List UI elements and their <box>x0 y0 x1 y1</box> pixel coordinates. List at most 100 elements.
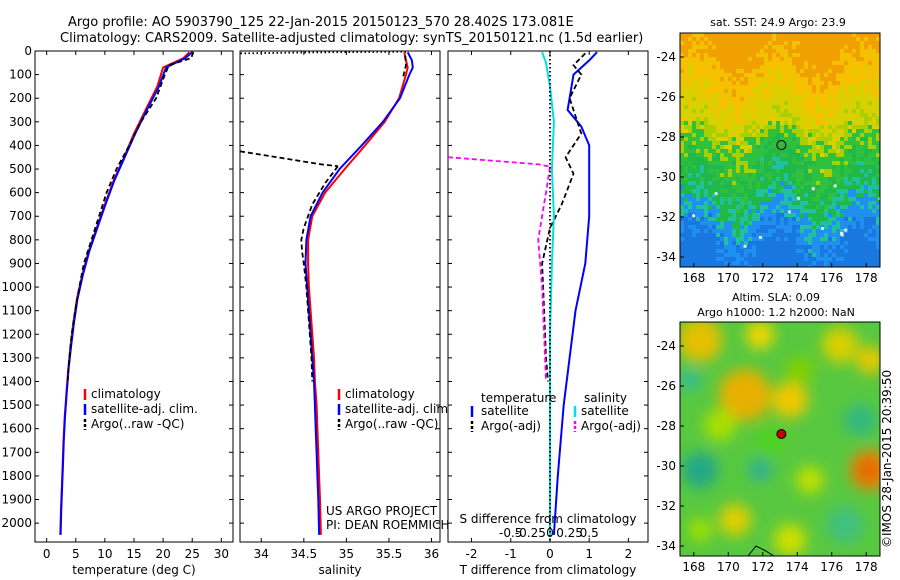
map-cell <box>860 185 865 190</box>
map-cell <box>840 53 845 58</box>
map-cell <box>836 137 841 142</box>
x-tick-label: 35 <box>339 547 354 561</box>
map-cell <box>844 33 849 38</box>
map-cell <box>748 261 753 266</box>
map-cell <box>772 113 777 118</box>
map-cell <box>836 205 841 210</box>
map-cell <box>752 197 757 202</box>
map-cell <box>864 121 869 126</box>
map-cell <box>772 141 777 146</box>
map-cell <box>708 261 713 266</box>
map-cell <box>740 125 745 130</box>
map-cell <box>696 129 701 134</box>
map-cell <box>736 101 741 106</box>
map-cell <box>860 189 865 194</box>
map-cell <box>688 217 693 222</box>
map-cell <box>836 181 841 186</box>
map-cell <box>708 205 713 210</box>
map-cell <box>836 225 841 230</box>
map-cell <box>860 181 865 186</box>
map-cell <box>784 41 789 46</box>
map-cell <box>768 169 773 174</box>
map-cell <box>844 49 849 54</box>
map-cell <box>772 125 777 130</box>
map-cell <box>840 193 845 198</box>
map-cell <box>724 65 729 70</box>
map-cell <box>872 217 877 222</box>
map-cell <box>836 161 841 166</box>
map-cell <box>708 45 713 50</box>
map-cell <box>844 121 849 126</box>
map-cell <box>864 257 869 262</box>
map-cell <box>852 193 857 198</box>
map-cell <box>700 97 705 102</box>
map-cell <box>792 241 797 246</box>
map-cell <box>708 189 713 194</box>
map-cell <box>756 69 761 74</box>
map-cell <box>728 205 733 210</box>
map-cell <box>856 93 861 98</box>
map-cell <box>812 85 817 90</box>
map-cell <box>780 117 785 122</box>
map-cell <box>684 161 689 166</box>
map-cell <box>696 77 701 82</box>
map-cell <box>808 49 813 54</box>
map-cell <box>812 185 817 190</box>
map-cell <box>748 137 753 142</box>
map-cell <box>840 137 845 142</box>
map-cell <box>708 129 713 134</box>
map-cell <box>716 161 721 166</box>
map-cell <box>748 189 753 194</box>
map-cell <box>848 65 853 70</box>
map-cell <box>776 237 781 242</box>
map-cell <box>776 265 781 267</box>
map-cell <box>756 173 761 178</box>
map-cell <box>712 93 717 98</box>
map-cell <box>744 249 749 254</box>
map-cell <box>840 93 845 98</box>
map-cell <box>688 177 693 182</box>
map-cell <box>744 89 749 94</box>
map-cell <box>872 69 877 74</box>
map-cell <box>852 217 857 222</box>
map-cell <box>732 41 737 46</box>
map-cell <box>776 157 781 162</box>
map-cell <box>776 185 781 190</box>
map-cell <box>828 65 833 70</box>
map-cell <box>796 137 801 142</box>
map-cell <box>744 181 749 186</box>
map-cell <box>828 97 833 102</box>
legend-entry: climatology <box>345 387 415 401</box>
map-cell <box>876 173 880 178</box>
map-cell <box>788 165 793 170</box>
map-cell <box>768 45 773 50</box>
map-cell <box>772 189 777 194</box>
map-cell <box>712 245 717 250</box>
map-cell <box>800 265 805 267</box>
map-cell <box>696 261 701 266</box>
map-cell <box>692 177 697 182</box>
map-cell <box>840 153 845 158</box>
map-cell <box>796 141 801 146</box>
map-cell <box>840 101 845 106</box>
map-cell <box>736 177 741 182</box>
map-cell <box>812 145 817 150</box>
map-cell <box>760 105 765 110</box>
map-cell <box>708 173 713 178</box>
map-cell <box>748 177 753 182</box>
map-cell <box>716 45 721 50</box>
map-cell <box>700 77 705 82</box>
map-cell <box>848 237 853 242</box>
map-cell <box>720 221 725 226</box>
map-cell <box>704 145 709 150</box>
map-cell <box>816 41 821 46</box>
map-cell <box>736 45 741 50</box>
map-cell <box>688 137 693 142</box>
map-cell <box>852 237 857 242</box>
y-tick-label: 300 <box>9 115 32 129</box>
map-cell <box>824 265 829 267</box>
map-cell <box>824 145 829 150</box>
map-cell <box>744 201 749 206</box>
map-cell <box>792 105 797 110</box>
map-cell <box>828 77 833 82</box>
